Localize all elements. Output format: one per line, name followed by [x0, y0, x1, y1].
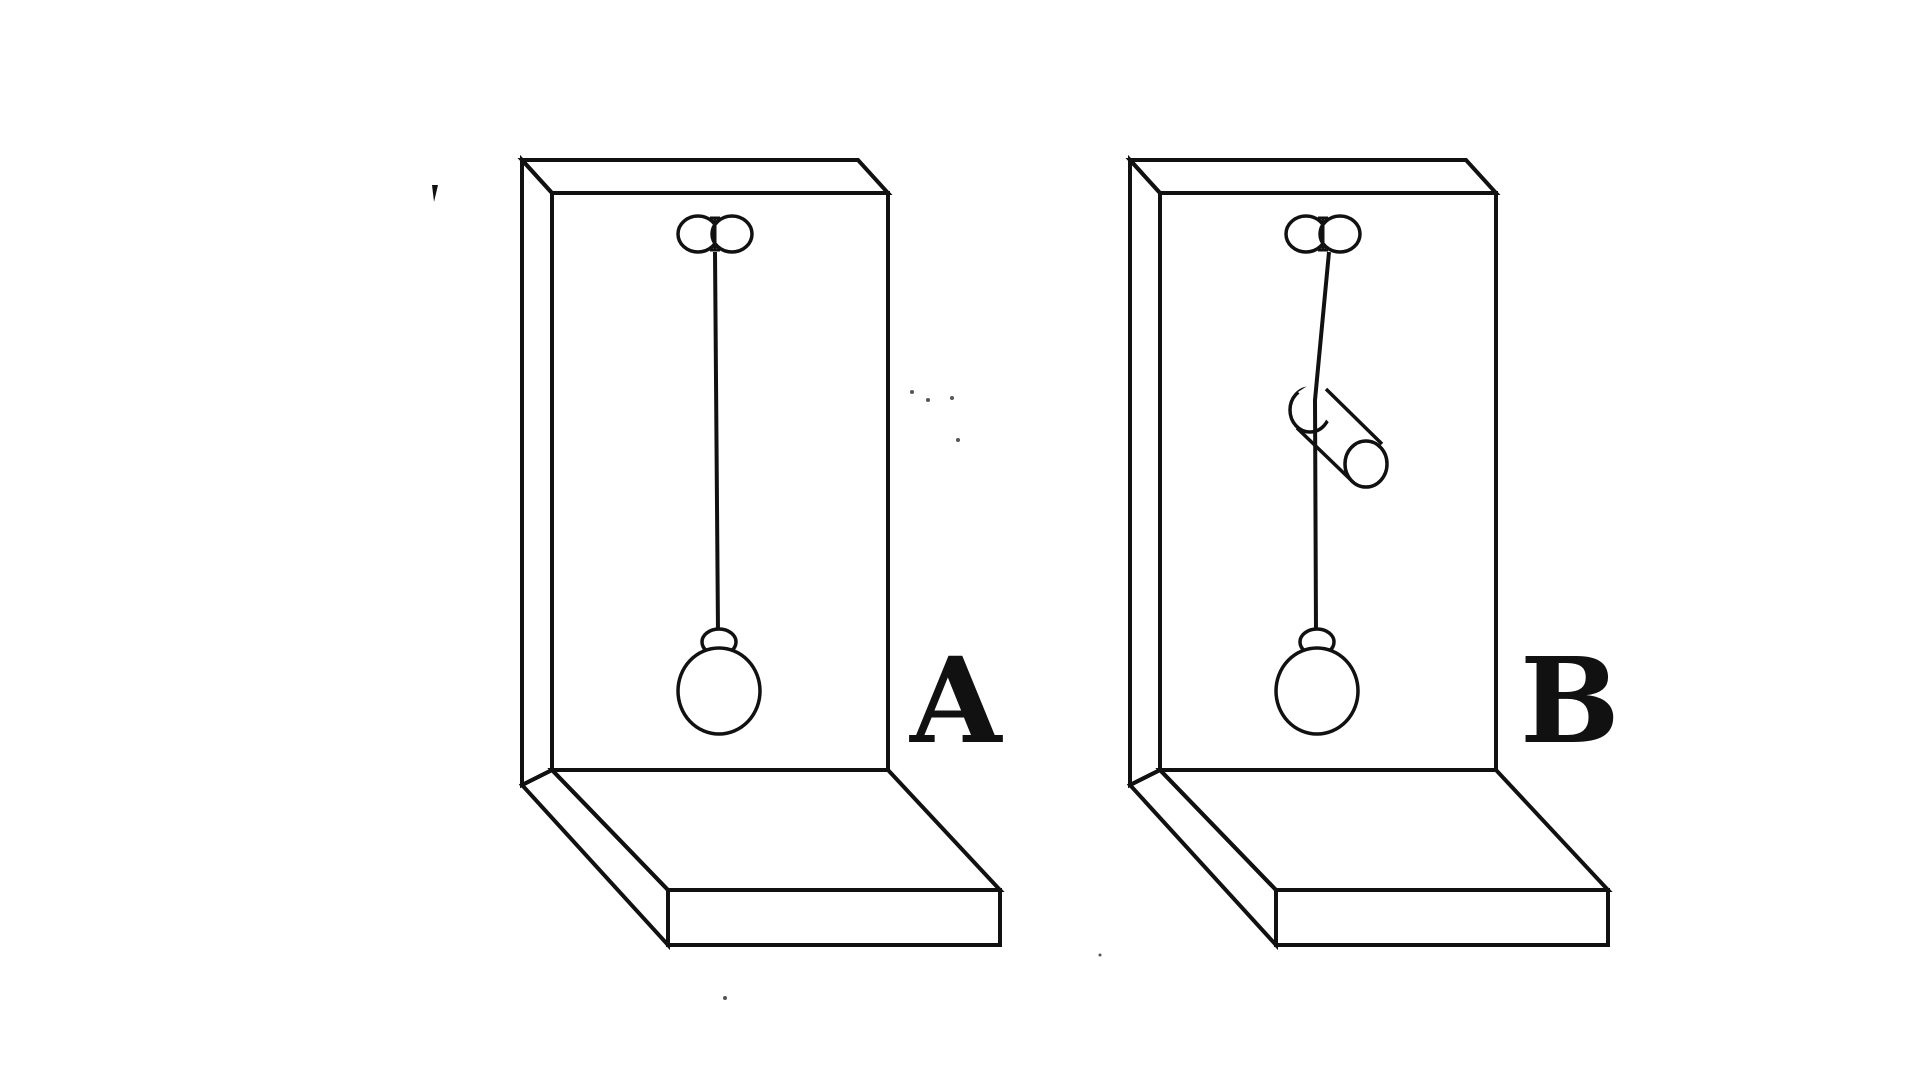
panel-b-rod	[1288, 374, 1389, 489]
panel-b-corner-edge	[1126, 767, 1278, 951]
panel-b-base-top	[1155, 768, 1613, 892]
panel-a-string	[713, 251, 720, 634]
panel-b: B	[1125, 154, 1620, 951]
stray-mark	[432, 185, 438, 202]
panel-b-string	[1312, 251, 1331, 634]
panel-b-wall-left-edge	[1128, 154, 1162, 789]
panel-a-corner-edge	[518, 767, 670, 951]
panel-a-wall-top-edge	[517, 158, 893, 195]
panel-a-wall-left-edge	[520, 154, 554, 789]
panel-a-base-front-edge	[666, 888, 1002, 947]
panel-a-pivot	[676, 214, 754, 254]
panel-b-base-front-edge	[1274, 888, 1610, 947]
panel-a-bob	[676, 627, 762, 736]
panel-b-pivot	[1284, 214, 1362, 254]
panel-a: A	[517, 154, 1005, 951]
panel-b-bob	[1274, 627, 1360, 736]
scan-specks	[723, 390, 1102, 1000]
panel-a-label: A	[909, 631, 1003, 770]
panel-b-label: B	[1520, 631, 1620, 770]
panel-a-base-top	[547, 768, 1005, 892]
panel-b-wall-top-edge	[1125, 158, 1501, 195]
